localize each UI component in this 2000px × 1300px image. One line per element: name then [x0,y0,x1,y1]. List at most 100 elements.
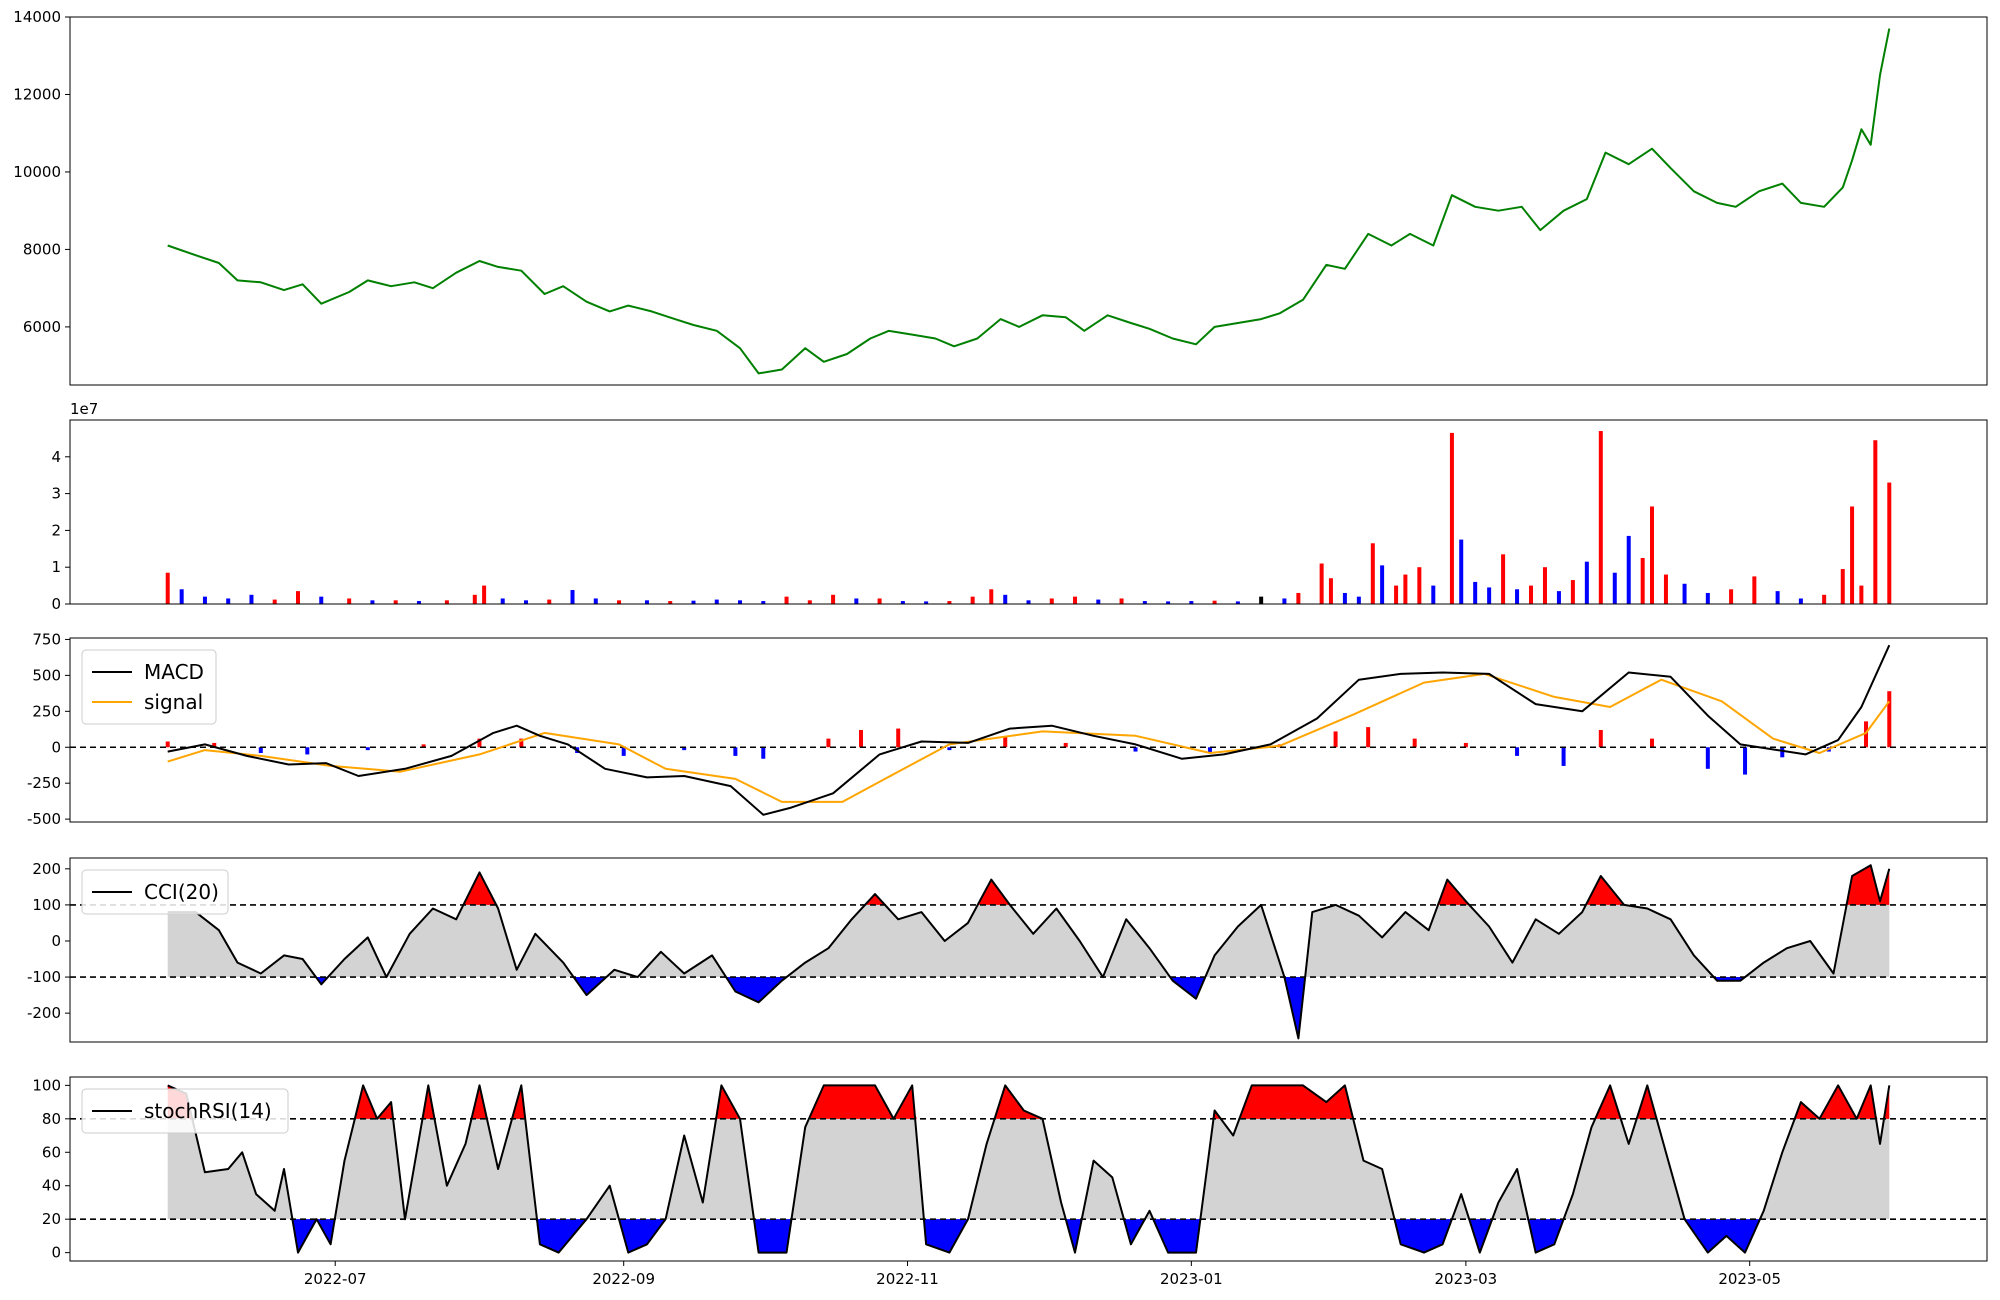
xtick-label: 2022-11 [876,1270,939,1288]
cci-legend-label: CCI(20) [144,880,219,904]
macd-signal-line [167,672,1891,803]
volume-bar [1212,600,1217,604]
macd-histogram-bar [1366,727,1371,748]
macd-histogram-bar [1864,721,1869,748]
macd-histogram-bar [858,730,863,748]
macd-histogram-bar [477,738,482,748]
volume-bar [1859,585,1864,604]
macd-histogram-bar [947,747,952,751]
macd-histogram-bar [733,747,738,756]
volume-bar [1584,561,1589,604]
volume-bar [547,599,552,604]
volume-bar [347,598,352,604]
cci-overbought-fill [167,865,1890,905]
volume-bar [1515,589,1520,604]
volume-bar [1296,592,1301,604]
macd-ytick-label: 500 [32,666,61,684]
volume-bar [272,599,277,604]
volume-bar [472,594,477,604]
volume-bar [989,589,994,604]
volume-bar [784,596,789,604]
volume-bar [1850,506,1855,604]
xtick-label: 2022-07 [304,1270,367,1288]
volume-bar [1570,580,1575,604]
volume-bar [691,600,696,604]
price-frame [69,16,1988,386]
macd-histogram-bar [682,747,687,751]
cci-panel: -200 -100 0 100 200 CCI(20) [27,857,1988,1043]
volume-bar [1319,563,1324,604]
volume-bar [1166,601,1171,604]
price-line [167,28,1891,375]
volume-bar [202,596,207,604]
volume-bar [1473,581,1478,604]
stochrsi-legend-box [81,1088,289,1134]
cci-oversold-fill [167,977,1890,1039]
volume-bar [807,600,812,604]
cci-ytick-label: 200 [32,860,61,878]
macd-histogram-bar [1063,742,1068,748]
volume-bar [1394,585,1399,604]
cci-legend-box [81,869,229,915]
macd-histogram-bar [1412,738,1417,748]
macd-legend-label: signal [144,690,203,714]
volume-bar [854,598,859,604]
volume-bar [1235,601,1240,604]
volume-bar [1342,592,1347,604]
volume-bar [714,599,719,604]
volume-bar [1556,591,1561,604]
volume-bar [444,600,449,604]
cci-band-fill [167,904,1890,978]
volume-bar [1649,506,1654,604]
volume-bar [668,601,673,604]
volume-bar [370,600,375,604]
macd-histogram-bar [305,747,310,755]
volume-bar [179,589,184,604]
cci-ytick-label: 100 [32,896,61,914]
volume-bar [1682,583,1687,604]
volume-bar [1403,574,1408,604]
volume-bar [295,591,300,604]
volume-bar [1822,594,1827,604]
cci-ytick-label: -200 [27,1004,61,1022]
macd-histogram-bar [1561,747,1566,766]
macd-histogram-bar [1705,747,1710,769]
volume-bar [1096,599,1101,604]
price-ytick-label: 10000 [13,163,61,181]
macd-histogram-bar [1649,738,1654,748]
macd-legend-box [81,649,217,725]
volume-bar [1542,567,1547,604]
volume-bar [165,572,170,604]
stochrsi-ytick-label: 60 [42,1143,61,1161]
volume-bar [924,601,929,604]
stochrsi-band-fill [167,1118,1890,1220]
volume-bar [1840,569,1845,604]
volume-panel: 0 1 2 3 4 1e7 [51,400,1988,613]
volume-bar [1798,598,1803,604]
volume-bar [970,596,975,604]
volume-bar [1449,432,1454,604]
volume-offset-label: 1e7 [70,400,98,418]
stochrsi-legend-label: stochRSI(14) [144,1099,272,1123]
stochrsi-panel: 0 20 40 60 80 100 stochRSI(14) 2022-07 2022-09 20… [32,1076,1988,1288]
volume-bar [1663,574,1668,604]
volume-bar [1189,601,1194,604]
volume-bar [1282,598,1287,604]
macd-histogram-bar [826,738,831,748]
macd-ytick-label: 0 [51,738,61,756]
volume-bar [1003,594,1008,604]
macd-histogram-bar [1780,747,1785,758]
volume-bar [393,600,398,604]
volume-bar [1487,587,1492,604]
volume-bar [900,601,905,604]
volume-bar [1049,598,1054,604]
stochrsi-ytick-label: 40 [42,1177,61,1195]
macd-histogram-bar [1743,747,1748,775]
volume-bar [738,600,743,604]
macd-histogram-bar [1207,747,1212,753]
stochrsi-ytick-label: 80 [42,1110,61,1128]
volume-bar [877,598,882,604]
volume-bar [1598,431,1603,604]
price-ytick-label: 12000 [13,85,61,103]
